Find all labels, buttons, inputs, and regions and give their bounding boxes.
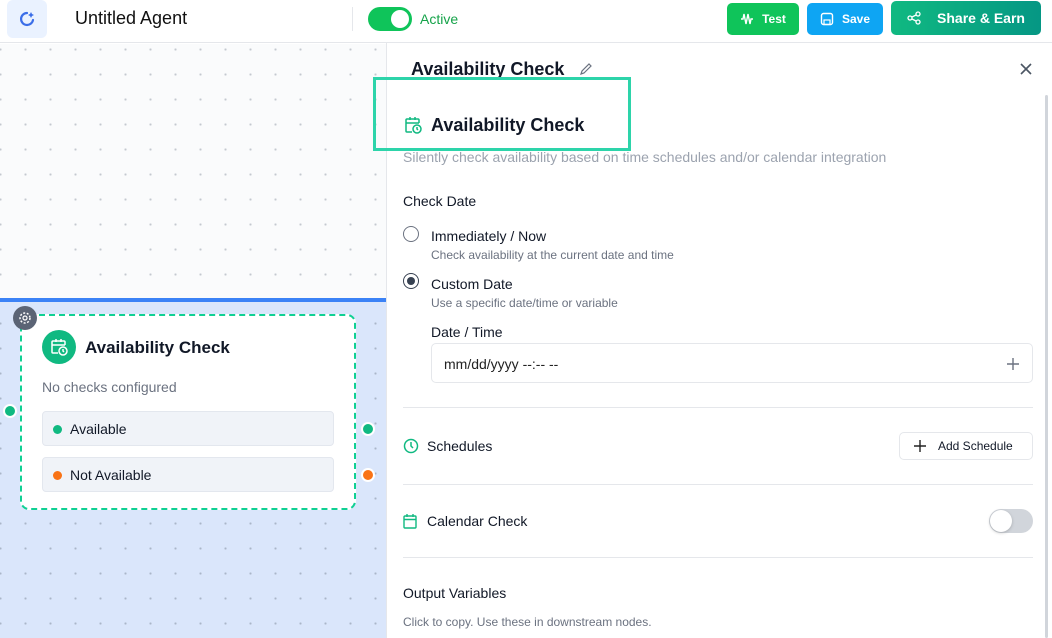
save-label: Save — [841, 12, 871, 26]
node-subtitle: No checks configured — [42, 379, 177, 395]
datetime-placeholder: mm/dd/yyyy --:-- -- — [444, 356, 559, 372]
option-label[interactable]: Custom Date — [431, 276, 513, 292]
input-port[interactable] — [3, 404, 17, 418]
gear-icon — [19, 312, 31, 324]
datetime-label: Date / Time — [431, 324, 503, 340]
active-label: Active — [420, 11, 459, 27]
active-toggle[interactable] — [368, 7, 412, 31]
option-desc: Use a specific date/time or variable — [431, 296, 618, 310]
test-label: Test — [762, 12, 786, 26]
radio-custom-date[interactable] — [403, 273, 419, 289]
share-earn-button[interactable]: Share & Earn — [891, 1, 1041, 35]
panel-heading: Availability Check — [431, 115, 585, 135]
output-available: Available — [42, 411, 334, 446]
option-desc: Check availability at the current date a… — [431, 248, 674, 262]
close-icon[interactable] — [1019, 62, 1033, 76]
check-date-label: Check Date — [403, 193, 477, 209]
test-button[interactable]: Test — [727, 3, 799, 35]
node-config-panel — [386, 43, 1052, 638]
output-variables-label: Output Variables — [403, 585, 507, 601]
calendar-icon — [403, 514, 417, 529]
pencil-icon[interactable] — [578, 61, 594, 77]
save-button[interactable]: Save — [807, 3, 883, 35]
plus-icon — [914, 440, 926, 452]
agent-title[interactable]: Untitled Agent — [75, 8, 188, 28]
sparkle-moon-icon — [20, 11, 35, 27]
output-label: Available — [70, 420, 127, 437]
radio-immediately[interactable] — [403, 226, 419, 242]
highlight-box — [373, 77, 631, 151]
node-title: Availability Check — [85, 338, 230, 357]
top-bar: Untitled Agent Active Test Save Share & … — [0, 0, 1052, 43]
output-label: Not Available — [70, 466, 152, 483]
divider — [352, 7, 353, 31]
share-label: Share & Earn — [937, 10, 1025, 26]
plus-icon[interactable] — [1006, 357, 1020, 371]
clock-icon — [403, 438, 419, 454]
divider — [403, 557, 1033, 558]
divider — [403, 407, 1033, 408]
calendar-clock-icon — [42, 330, 76, 364]
panel-description: Silently check availability based on tim… — [403, 149, 887, 165]
node-settings-button[interactable] — [13, 306, 37, 330]
calendar-clock-icon — [405, 117, 422, 134]
datetime-input[interactable]: mm/dd/yyyy --:-- -- — [431, 343, 1033, 383]
floppy-icon — [820, 12, 834, 26]
output-hint: Click to copy. Use these in downstream n… — [403, 615, 652, 629]
calendar-check-toggle[interactable] — [989, 509, 1033, 533]
panel-scrollbar[interactable] — [1045, 95, 1048, 638]
orange-dot — [53, 471, 62, 480]
app-logo[interactable] — [7, 0, 47, 38]
add-schedule-label: Add Schedule — [938, 439, 1013, 453]
add-schedule-button[interactable]: Add Schedule — [899, 432, 1033, 460]
schedules-label: Schedules — [427, 438, 493, 454]
divider — [403, 484, 1033, 485]
not-available-port[interactable] — [361, 468, 375, 482]
panel-title[interactable]: Availability Check — [411, 59, 565, 79]
available-port[interactable] — [361, 422, 375, 436]
output-not-available: Not Available — [42, 457, 334, 492]
option-label[interactable]: Immediately / Now — [431, 228, 547, 244]
green-dot — [53, 425, 62, 434]
calendar-check-label: Calendar Check — [427, 513, 528, 529]
share-icon — [907, 11, 921, 25]
waveform-icon — [741, 13, 754, 25]
